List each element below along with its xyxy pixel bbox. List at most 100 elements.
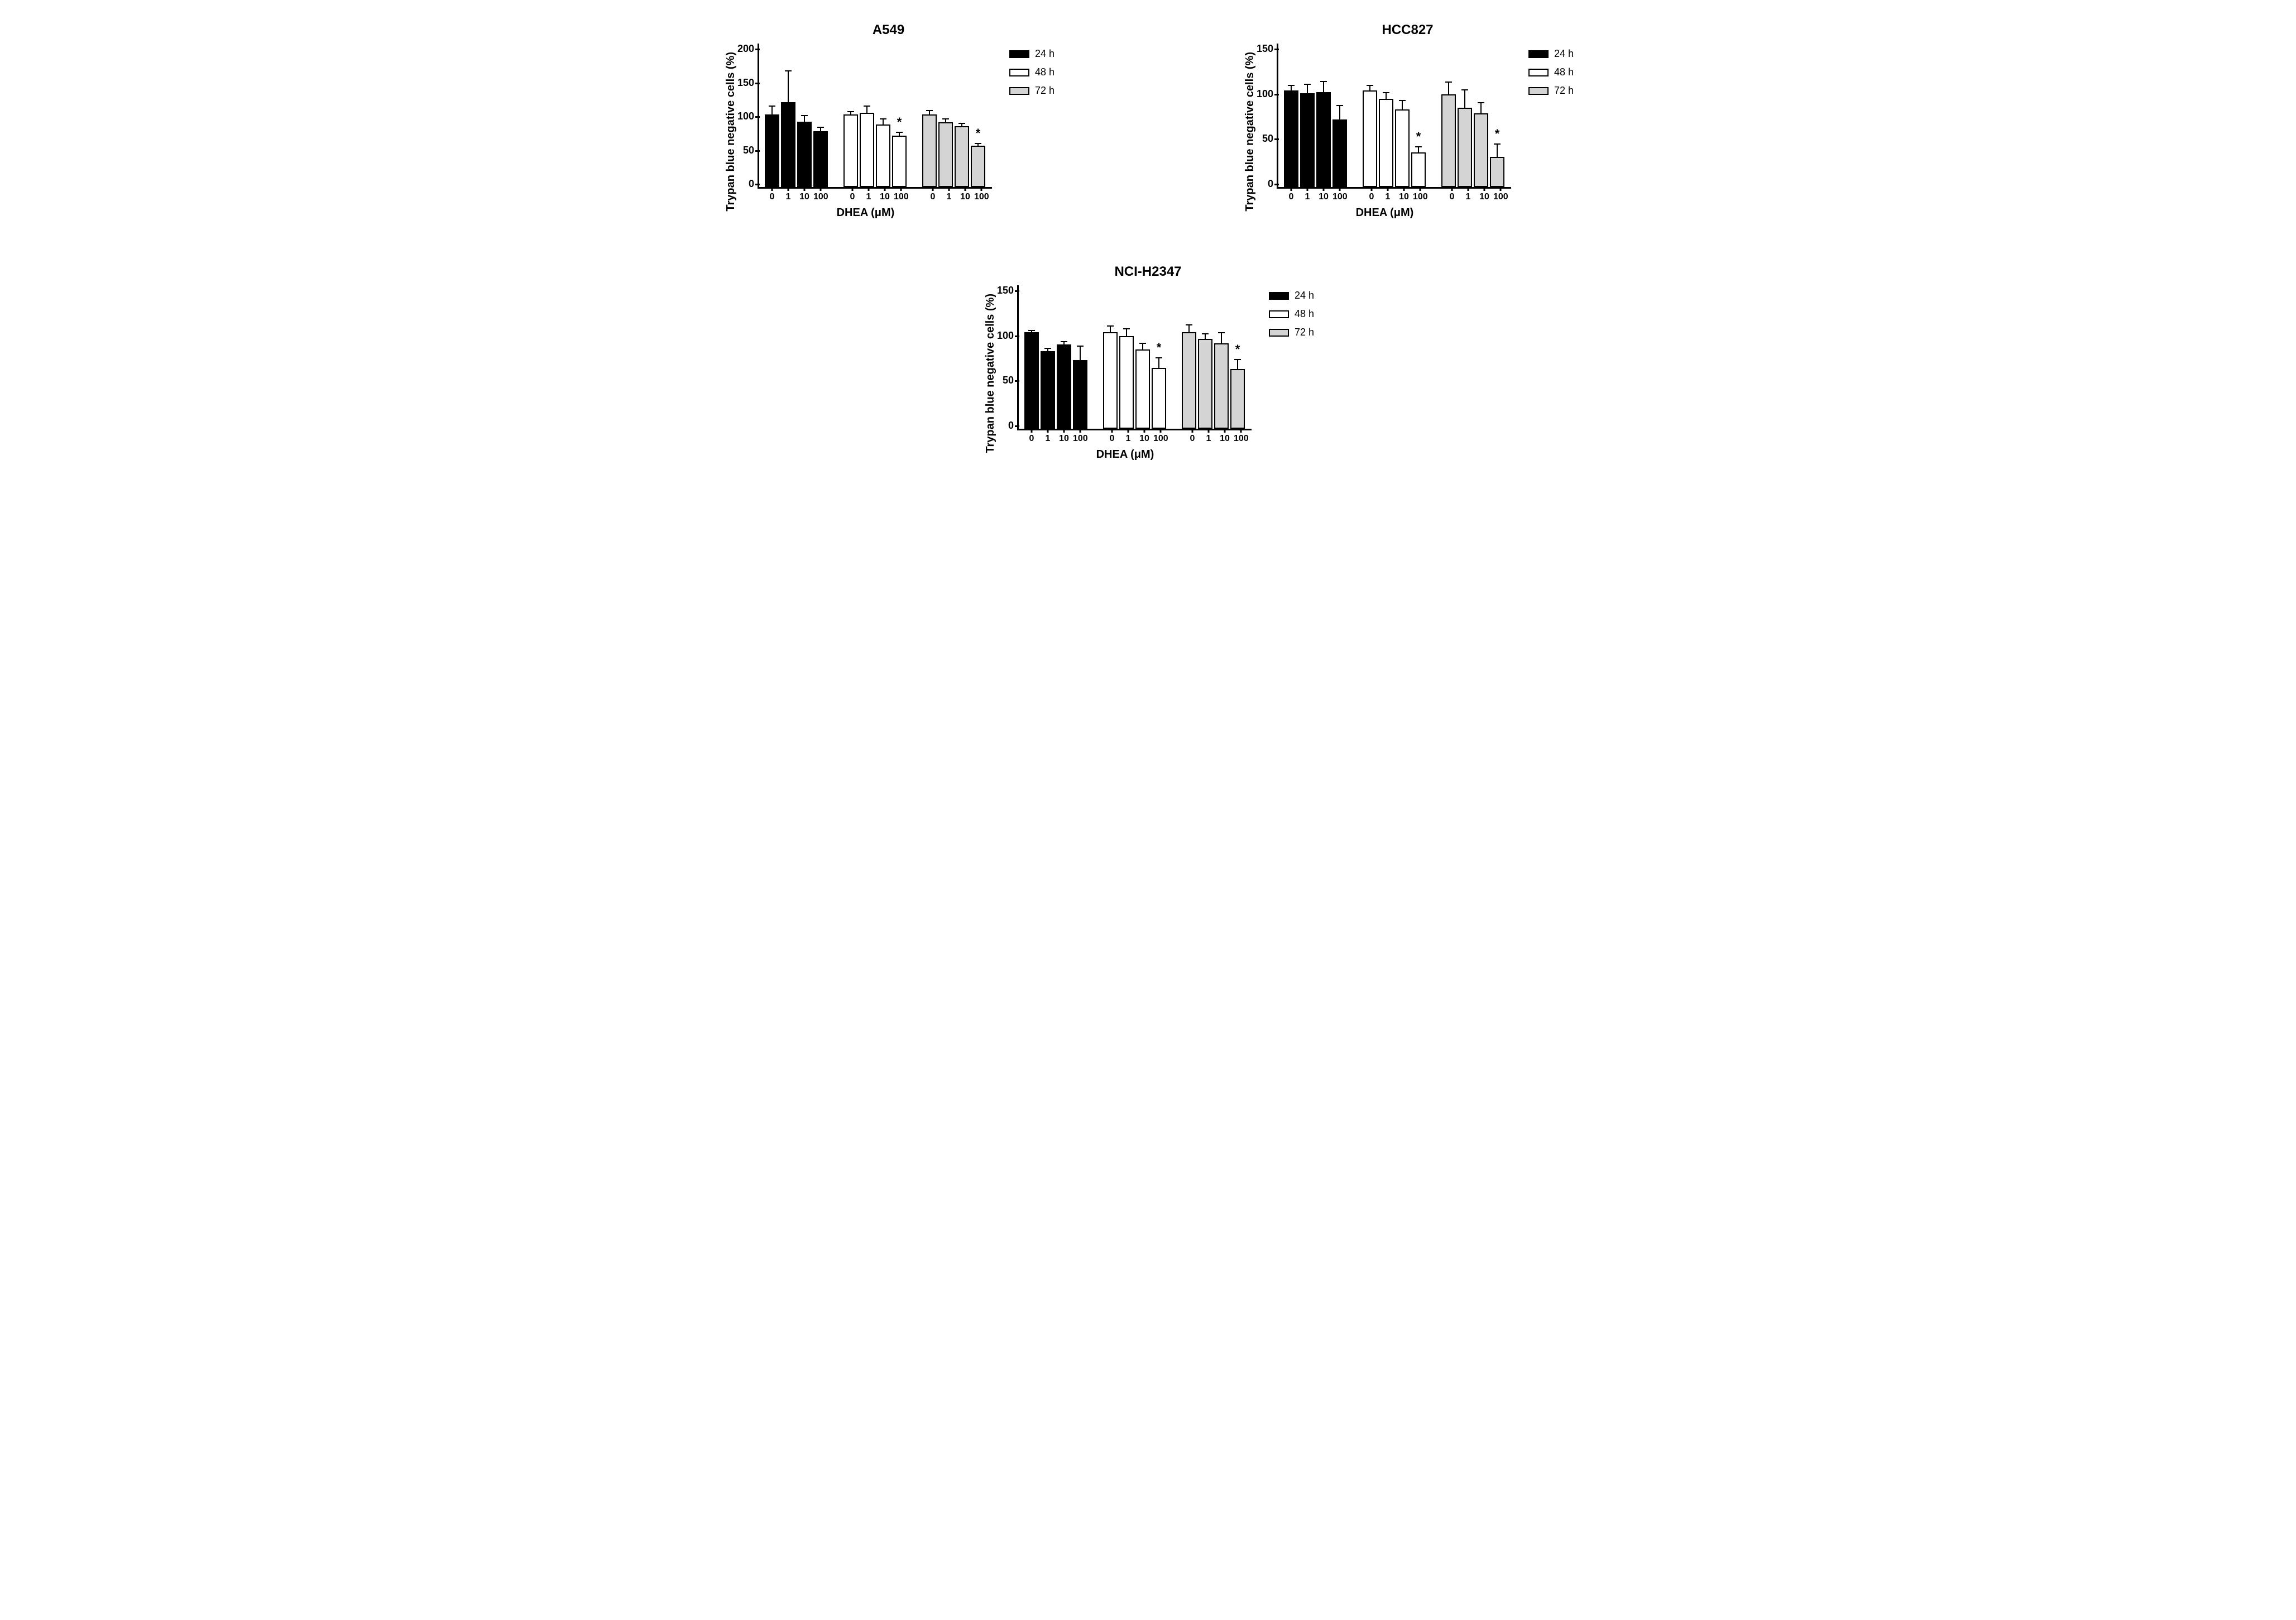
x-axis-label: DHEA (μM) — [737, 207, 994, 219]
y-tick: 100 — [997, 330, 1014, 341]
legend: 24 h 48 h 72 h — [1009, 48, 1054, 97]
error-bar — [883, 118, 884, 126]
y-axis-label: Trypan blue negative cells (%) — [1242, 52, 1257, 212]
error-bar — [1205, 333, 1206, 340]
bar-group: * — [843, 113, 907, 187]
significance-marker: * — [897, 115, 902, 130]
panel-a549: A549 Trypan blue negative cells (%) 2001… — [646, 22, 1132, 219]
x-tick: 0 — [926, 192, 940, 202]
error-bar — [1047, 348, 1048, 353]
x-tick: 100 — [1234, 434, 1248, 444]
error-bar — [850, 111, 851, 116]
bar — [1057, 344, 1071, 429]
bar: * — [971, 146, 985, 187]
y-tick: 150 — [737, 78, 754, 88]
legend-label: 24 h — [1295, 290, 1314, 301]
x-tick: 100 — [1413, 192, 1427, 202]
significance-marker: * — [976, 126, 981, 141]
y-tick: 200 — [737, 44, 754, 54]
error-bar — [1323, 81, 1324, 94]
legend-item: 48 h — [1269, 308, 1314, 320]
bar-group: * — [1441, 94, 1504, 187]
x-tick: 0 — [845, 192, 860, 202]
error-bar — [1464, 89, 1465, 109]
x-tick: 1 — [1461, 192, 1475, 202]
legend-label: 72 h — [1035, 85, 1054, 97]
x-tick: 1 — [781, 192, 795, 202]
y-tick: 150 — [1257, 44, 1273, 54]
bar-group: * — [1182, 332, 1245, 429]
x-tick: 100 — [974, 192, 989, 202]
y-tick: 0 — [749, 179, 754, 189]
legend-swatch — [1269, 310, 1289, 318]
error-bar — [1369, 85, 1370, 92]
bar-group — [1284, 90, 1347, 187]
bars-container: ** — [1019, 285, 1252, 429]
bar-group: * — [1103, 332, 1166, 429]
x-axis-label: DHEA (μM) — [1257, 207, 1513, 219]
legend-item: 24 h — [1528, 48, 1574, 60]
chart-title: NCI-H2347 — [1114, 264, 1181, 280]
error-bar — [804, 115, 805, 123]
x-tick: 1 — [1201, 434, 1216, 444]
y-axis-label: Trypan blue negative cells (%) — [982, 294, 997, 453]
bar — [781, 102, 795, 187]
bar — [1300, 93, 1315, 187]
legend-item: 48 h — [1009, 66, 1054, 78]
legend-swatch — [1009, 50, 1029, 58]
x-tick: 1 — [1381, 192, 1395, 202]
error-bar — [1126, 328, 1127, 337]
bar-group — [1024, 332, 1087, 429]
error-bar — [1142, 343, 1143, 351]
y-tick: 50 — [1262, 133, 1273, 143]
bar — [876, 124, 890, 187]
bar — [1332, 119, 1347, 187]
x-ticks: 011010001101000110100 — [1278, 189, 1513, 202]
significance-marker: * — [1157, 341, 1162, 355]
legend-swatch — [1528, 50, 1549, 58]
x-tick: 100 — [1332, 192, 1347, 202]
bar: * — [1230, 369, 1245, 429]
bar — [1379, 99, 1393, 187]
error-bar — [945, 118, 946, 123]
bar — [1198, 339, 1212, 429]
x-tick: 0 — [1105, 434, 1119, 444]
y-axis-label: Trypan blue negative cells (%) — [722, 52, 737, 212]
chart-title: HCC827 — [1382, 22, 1433, 38]
legend-swatch — [1528, 87, 1549, 95]
error-bar — [961, 123, 962, 127]
bar — [1458, 108, 1472, 187]
legend-label: 24 h — [1035, 48, 1054, 60]
y-tick: 150 — [997, 285, 1014, 295]
x-tick: 10 — [1397, 192, 1411, 202]
x-tick: 100 — [813, 192, 828, 202]
legend-label: 48 h — [1035, 66, 1054, 78]
bar — [1441, 94, 1456, 187]
error-bar — [820, 127, 821, 132]
bar — [1135, 349, 1150, 429]
y-axis: 200150100500 — [737, 44, 758, 189]
legend-item: 24 h — [1269, 290, 1314, 301]
bar — [955, 126, 969, 187]
error-bar — [1158, 357, 1159, 369]
plot-area: ** — [1277, 44, 1511, 189]
bar — [1316, 92, 1331, 187]
legend-swatch — [1009, 87, 1029, 95]
x-tick: 0 — [1185, 434, 1200, 444]
error-bar — [899, 132, 900, 137]
y-axis: 150100500 — [997, 285, 1017, 430]
error-bar — [1080, 346, 1081, 361]
x-tick: 100 — [1493, 192, 1508, 202]
bar — [1214, 343, 1229, 429]
bar — [1284, 90, 1298, 187]
legend-item: 72 h — [1269, 327, 1314, 338]
x-axis-label: DHEA (μM) — [997, 448, 1253, 461]
x-tick: 1 — [1041, 434, 1055, 444]
x-tick: 1 — [1300, 192, 1315, 202]
x-tick: 1 — [1121, 434, 1135, 444]
x-tick: 10 — [958, 192, 972, 202]
bar: * — [1411, 152, 1426, 187]
error-bar — [1307, 84, 1308, 94]
bar — [1363, 90, 1377, 187]
panel-nci-h2347: NCI-H2347 Trypan blue negative cells (%)… — [897, 264, 1399, 461]
